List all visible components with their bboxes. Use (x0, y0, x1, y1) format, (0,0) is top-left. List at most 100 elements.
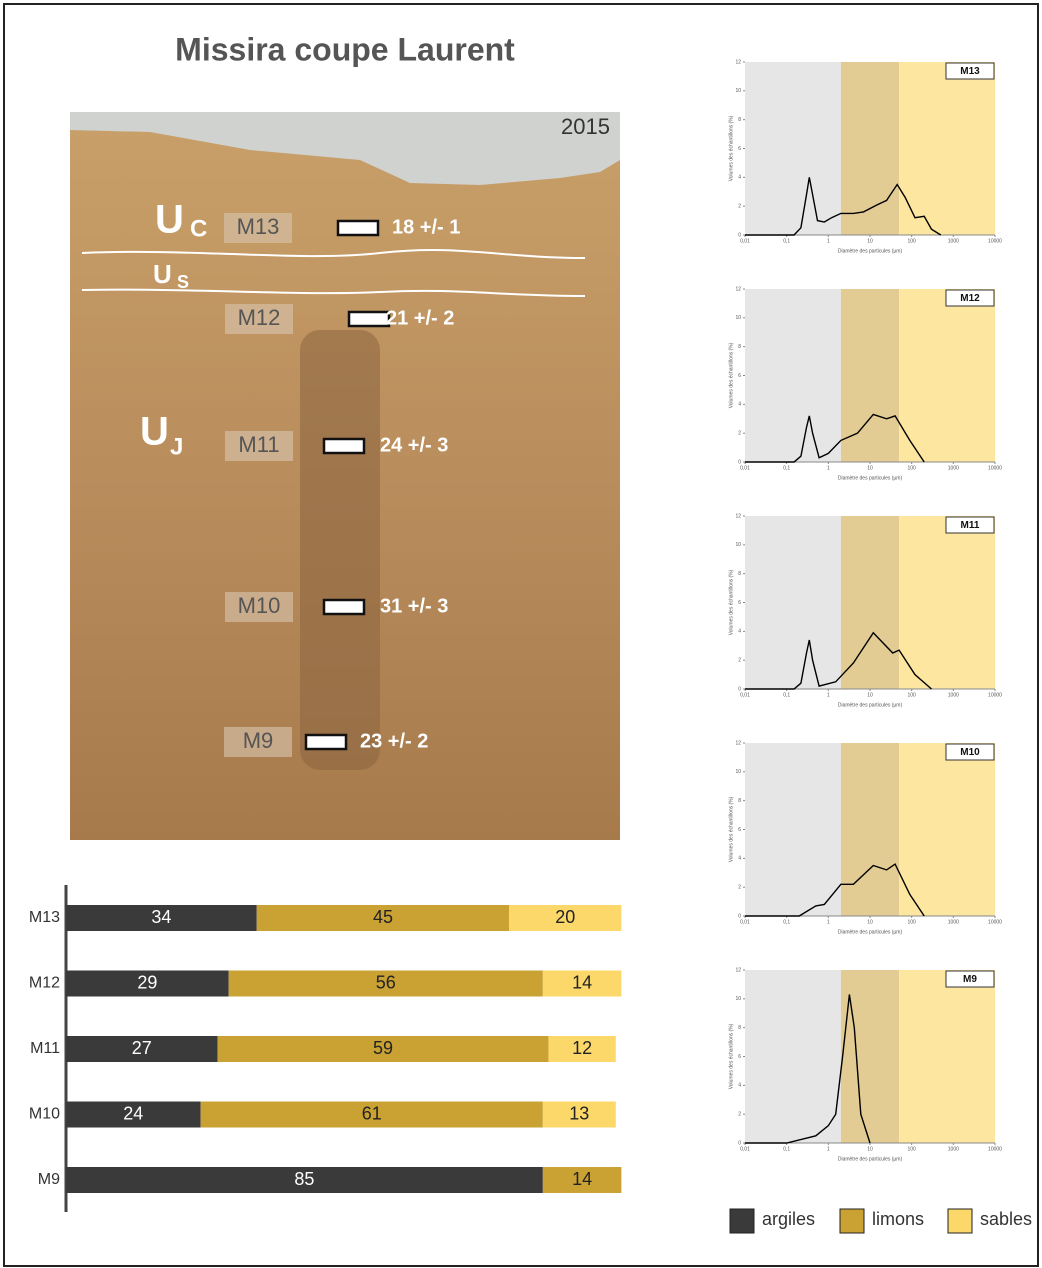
bar-segment (200, 1101, 543, 1128)
bar-value-label: 20 (555, 907, 575, 927)
y-tick-label: 12 (735, 513, 741, 519)
chart-title-box (945, 62, 995, 80)
x-tick-label: 1000 (948, 238, 959, 244)
x-tick-label: 1 (827, 238, 830, 244)
size-band (840, 516, 900, 689)
sample-age: 24 +/- 3 (380, 434, 448, 456)
legend-swatch (947, 1208, 973, 1234)
unit-label: U (155, 198, 184, 242)
y-tick-label: 10 (735, 542, 741, 548)
y-axis-title: Volumes des échantillons (%) (728, 115, 734, 181)
y-tick-label: 12 (735, 286, 741, 292)
x-tick-label: 10 (867, 919, 873, 925)
size-band (899, 62, 995, 235)
x-tick-label: 1 (827, 919, 830, 925)
y-tick-label: 8 (738, 571, 741, 577)
bar-value-label: 14 (572, 1169, 592, 1189)
chart-title: M13 (960, 66, 980, 77)
size-band (899, 970, 995, 1143)
y-axis-title: Volumes des échantillons (%) (728, 1023, 734, 1089)
x-tick-label: 100 (907, 1146, 916, 1152)
y-tick-label: 6 (738, 146, 741, 152)
size-band (745, 62, 841, 235)
y-tick-label: 2 (738, 657, 741, 663)
chart-title-box (945, 289, 995, 307)
figure-title: Missira coupe Laurent (175, 31, 515, 67)
bar-value-label: 14 (572, 972, 592, 992)
sample-age: 21 +/- 2 (386, 307, 454, 329)
y-tick-label: 6 (738, 600, 741, 606)
size-band (745, 289, 841, 462)
sample-age: 31 +/- 3 (380, 595, 448, 617)
y-tick-label: 10 (735, 996, 741, 1002)
x-tick-label: 0,1 (783, 465, 790, 471)
y-tick-label: 2 (738, 884, 741, 890)
x-tick-label: 100 (907, 919, 916, 925)
bar-segment (66, 905, 257, 931)
bar-segment (228, 970, 543, 997)
bar-segment (548, 1036, 616, 1062)
size-distribution-line (745, 994, 871, 1144)
y-tick-label: 4 (738, 1083, 741, 1089)
y-axis-title: Volumes des échantillons (%) (728, 569, 734, 635)
bar-segment (542, 1101, 616, 1128)
sample-label-box (225, 431, 293, 461)
x-tick-label: 10000 (988, 692, 1002, 698)
y-tick-label: 12 (735, 740, 741, 746)
size-distribution-line (745, 631, 932, 690)
bar-value-label: 56 (376, 972, 396, 992)
y-tick-label: 6 (738, 827, 741, 833)
size-distribution-line (745, 413, 925, 463)
sample-name: M11 (238, 432, 279, 457)
x-tick-label: 100 (907, 465, 916, 471)
y-tick-label: 6 (738, 373, 741, 379)
size-band (899, 743, 995, 916)
sample-location (322, 437, 366, 455)
y-tick-label: 8 (738, 344, 741, 350)
bar-value-label: 59 (373, 1038, 393, 1058)
x-tick-label: 100 (907, 692, 916, 698)
x-tick-label: 1 (827, 465, 830, 471)
y-tick-label: 4 (738, 175, 741, 181)
sample-label-box (224, 727, 292, 757)
sample-location (347, 310, 391, 328)
x-axis-title: Diamètre des particules (µm) (838, 1156, 903, 1162)
x-tick-label: 1000 (948, 919, 959, 925)
x-tick-label: 0,01 (740, 1146, 750, 1152)
bar-value-label: 13 (569, 1103, 589, 1123)
sample-location (336, 219, 380, 237)
y-tick-label: 0 (738, 1140, 741, 1146)
bar-segment (66, 1101, 201, 1128)
y-tick-label: 10 (735, 88, 741, 94)
x-tick-label: 10 (867, 465, 873, 471)
legend-label: argiles (762, 1209, 815, 1229)
x-axis-title: Diamètre des particules (µm) (838, 702, 903, 708)
y-tick-label: M12 (29, 975, 60, 992)
y-tick-label: 8 (738, 798, 741, 804)
y-tick-label: 12 (735, 59, 741, 65)
unit-subscript: J (170, 433, 183, 460)
x-tick-label: 10000 (988, 238, 1002, 244)
unit-label: U (140, 410, 169, 454)
size-band (745, 516, 841, 689)
chart-title: M12 (960, 293, 980, 304)
x-tick-label: 0,01 (740, 238, 750, 244)
y-tick-label: 0 (738, 913, 741, 919)
x-tick-label: 10000 (988, 465, 1002, 471)
y-tick-label: 0 (738, 459, 741, 465)
y-tick-label: 8 (738, 1025, 741, 1031)
size-band (899, 516, 995, 689)
y-tick-label: M13 (29, 909, 60, 926)
chart-title: M10 (960, 747, 980, 758)
x-tick-label: 0,1 (783, 1146, 790, 1152)
bar-value-label: 27 (132, 1038, 152, 1058)
size-band (840, 289, 900, 462)
bar-segment (66, 1167, 543, 1193)
x-tick-label: 10 (867, 692, 873, 698)
sample-name: M9 (243, 728, 274, 753)
x-axis-title: Diamètre des particules (µm) (838, 475, 903, 481)
y-tick-label: M10 (29, 1106, 60, 1123)
y-axis-title: Volumes des échantillons (%) (728, 796, 734, 862)
x-tick-label: 100 (907, 238, 916, 244)
size-band (840, 62, 900, 235)
